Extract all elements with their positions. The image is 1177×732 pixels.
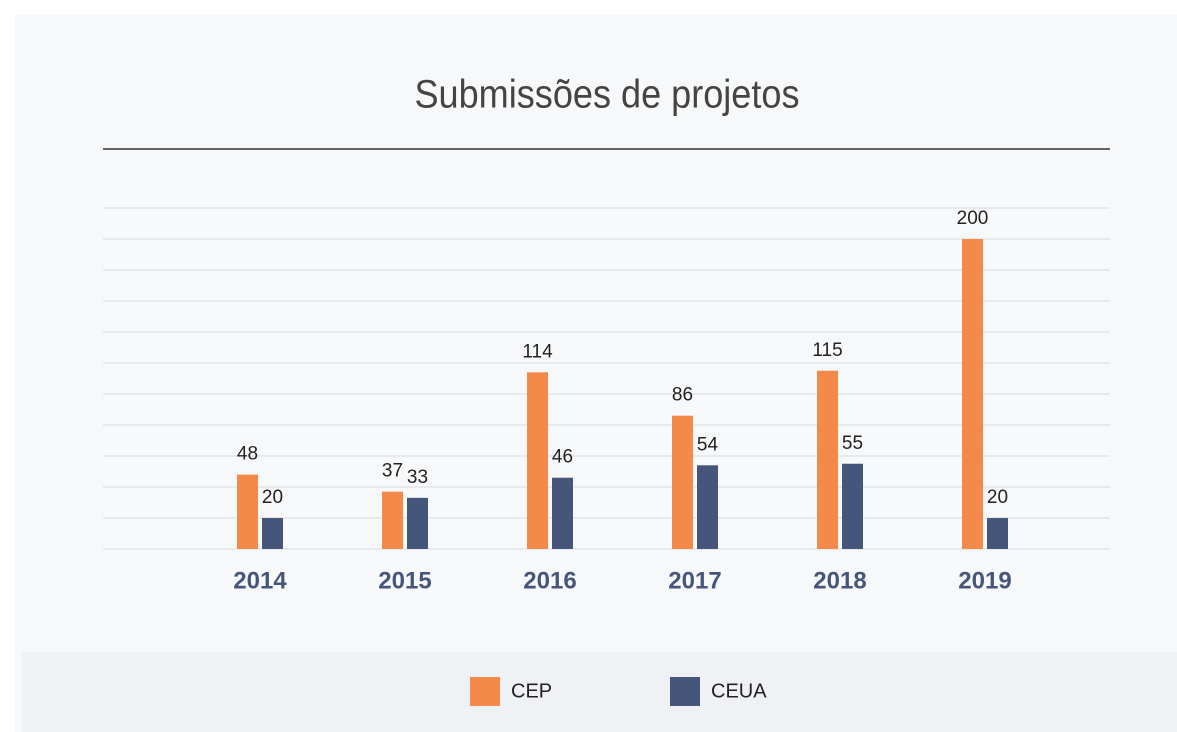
bar: [672, 415, 693, 549]
x-tick-label: 2014: [233, 567, 287, 594]
value-label: 46: [552, 447, 573, 468]
value-label: 55: [842, 433, 863, 454]
value-label: 20: [262, 487, 283, 508]
bar: [527, 372, 548, 549]
bar: [697, 465, 718, 549]
chart-title: Submissões de projetos: [415, 73, 800, 117]
x-tick-label: 2015: [378, 567, 431, 594]
bar: [842, 463, 863, 549]
bar: [262, 518, 283, 549]
bar: [552, 477, 573, 549]
value-label: 115: [812, 340, 842, 361]
x-tick-label: 2019: [958, 567, 1011, 594]
value-label: 86: [672, 385, 693, 406]
value-label: 54: [697, 434, 719, 455]
legend-panel: [22, 652, 1177, 732]
value-label: 20: [987, 487, 1008, 508]
x-tick-label: 2017: [668, 567, 721, 594]
value-label: 114: [522, 341, 553, 362]
legend-label: CEUA: [711, 680, 767, 702]
legend-label: CEP: [511, 680, 552, 702]
value-label: 37: [382, 461, 403, 482]
value-label: 33: [407, 467, 428, 488]
bar: [407, 497, 428, 549]
bar: [237, 474, 258, 549]
value-label: 48: [237, 444, 258, 465]
legend-swatch: [670, 677, 700, 706]
x-tick-label: 2016: [523, 567, 576, 594]
bar: [987, 518, 1008, 549]
bar: [817, 370, 838, 549]
bar: [962, 239, 983, 549]
legend-swatch: [470, 677, 500, 706]
bar: [382, 491, 403, 549]
value-label: 200: [957, 208, 989, 229]
panel: [15, 15, 1177, 732]
x-tick-label: 2018: [813, 567, 866, 594]
